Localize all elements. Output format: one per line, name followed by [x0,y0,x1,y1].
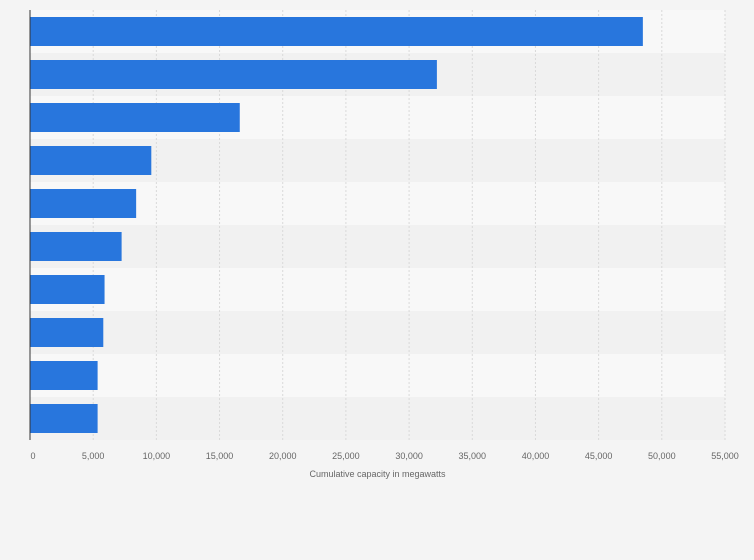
x-tick-label: 45,000 [585,451,613,461]
x-axis-ticks: 0 5,000 10,000 15,000 20,000 25,000 30,000 35,0… [30,451,738,461]
x-tick-label: 25,000 [332,451,360,461]
x-tick-label: 10,000 [143,451,171,461]
bar[interactable] [30,404,98,433]
row-band [30,397,725,440]
x-tick-label: 15,000 [206,451,234,461]
row-band [30,268,725,311]
bars [30,17,643,433]
x-tick-label: 55,000 [711,451,739,461]
x-tick-label: 5,000 [82,451,105,461]
bar[interactable] [30,60,437,89]
x-tick-label: 0 [30,451,35,461]
bar[interactable] [30,318,104,347]
bar[interactable] [30,275,105,304]
bar[interactable] [30,361,98,390]
x-tick-label: 50,000 [648,451,676,461]
x-tick-label: 20,000 [269,451,297,461]
bar[interactable] [30,146,152,175]
row-bands [30,10,725,440]
bar[interactable] [30,189,137,218]
x-tick-label: 35,000 [459,451,487,461]
x-axis-title: Cumulative capacity in megawatts [309,469,446,479]
x-tick-label: 30,000 [395,451,423,461]
x-tick-label: 40,000 [522,451,550,461]
row-band [30,354,725,397]
bar[interactable] [30,17,643,46]
bar[interactable] [30,103,240,132]
row-band [30,225,725,268]
row-band [30,311,725,354]
row-band [30,182,725,225]
bar[interactable] [30,232,122,261]
